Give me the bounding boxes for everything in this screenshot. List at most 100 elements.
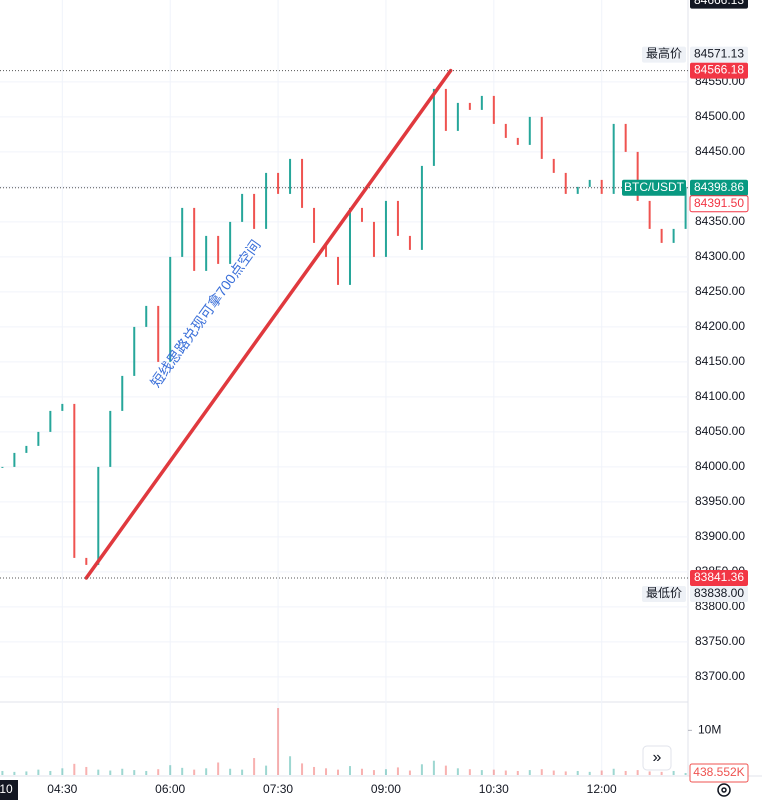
volume-bar [348,766,351,775]
x-tick-label: 07:30 [263,782,293,796]
y-tick-label: 84150.00 [695,354,745,368]
candle [325,242,328,257]
candle [301,158,304,208]
volume-bar [660,771,663,775]
candle [337,256,340,285]
x-tick-label: 10:30 [479,782,509,796]
settings-icon-center[interactable] [721,787,727,793]
candle [540,116,543,159]
date-label: 10 [0,782,13,796]
price-tag-bg [690,569,748,586]
volume-bar [600,770,603,775]
price-tag-bg [690,46,748,63]
candle [444,88,447,131]
candle [552,158,555,173]
candle [600,179,603,194]
volume-bar [588,771,591,775]
price-tag-bg [690,179,748,196]
candle [372,221,375,257]
volume-bar [420,764,423,775]
trend-line [84,68,453,580]
candle [456,102,459,131]
price-tag-title-bg [642,46,686,63]
y-tick-label: 84300.00 [695,249,745,263]
candle [480,95,483,110]
y-tick-label: 84350.00 [695,214,745,228]
y-tick-label: 84250.00 [695,284,745,298]
date-label-bg [0,780,18,800]
y-tick-label: 83700.00 [695,669,745,683]
volume-bar [325,768,328,775]
price-tag-title-bg [642,585,686,602]
volume-bar [516,770,519,775]
volume-bar [1,770,4,775]
candle [672,228,675,243]
volume-bar [229,768,232,775]
candle [492,95,495,124]
candle [360,207,363,222]
candle [109,410,112,467]
volume-bar [528,770,531,775]
grid [0,0,688,776]
candle [648,200,651,229]
scroll-button[interactable] [642,745,672,771]
price-tag-title-bg [622,179,686,196]
candle [73,403,76,558]
volume-bar [193,769,196,775]
volume-bar [109,770,112,775]
x-tick-label: 04:30 [47,782,77,796]
candle [516,137,519,145]
volume-bar [564,771,567,775]
y-tick-label: 84000.00 [695,459,745,473]
volume-bar [504,770,507,775]
candle [121,375,124,411]
volume-bar [384,769,387,775]
candle [420,165,423,250]
candle [241,193,244,222]
candle [157,305,160,362]
volume-bar [25,771,28,775]
candle [37,431,40,446]
volume-bar [301,763,304,775]
settings-icon[interactable] [717,783,731,797]
volume-tag-bg [689,763,749,783]
candle [277,172,280,194]
volume-bar [289,756,292,775]
y-tick-label: 84050.00 [695,424,745,438]
candle [145,305,148,327]
candle [624,123,627,152]
volume-bar [636,770,639,775]
candle [1,466,4,468]
candle [468,102,471,110]
volume-bar [265,765,268,775]
volume-bar [612,768,615,775]
volume-bar [540,769,543,775]
candle [205,235,208,271]
volume-bar [133,770,136,775]
candle [217,235,220,264]
y-tick-label: 84450.00 [695,144,745,158]
candle [348,207,351,285]
volume-bar [13,771,16,775]
candle [229,221,232,264]
volume-bar [205,768,208,775]
candle [313,207,316,243]
candle [61,403,64,411]
scroll-icon[interactable]: » [653,749,662,766]
candle [289,158,292,194]
price-tag-bg [690,62,748,79]
volume-bar [396,767,399,775]
y-tick-label: 83750.00 [695,634,745,648]
candle [97,466,100,565]
volume-bar [672,770,675,775]
volume-bar [73,763,76,775]
price-tag: 83841.36 [694,570,744,584]
volume-bar [360,768,363,775]
price-tag-title: BTC/USDT [624,180,685,194]
volume-bar [480,770,483,775]
volume-bar [624,770,627,775]
candle [396,200,399,236]
price-tag: 84571.13 [694,47,744,61]
volume-bar [277,708,280,775]
candle [169,256,172,362]
